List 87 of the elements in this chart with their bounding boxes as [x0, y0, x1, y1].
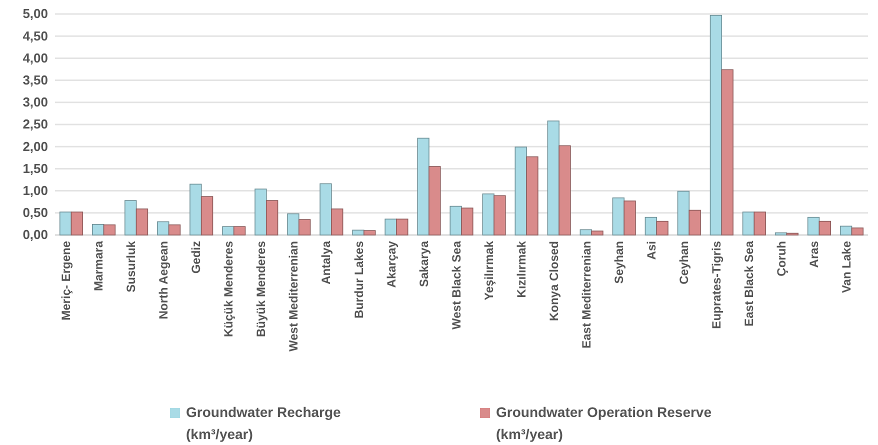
bar: [774, 232, 788, 236]
bar: [190, 184, 202, 236]
bar: [461, 208, 474, 236]
bar: [168, 224, 181, 236]
bar: [656, 220, 668, 236]
x-tick-label: Sakarya: [416, 240, 431, 288]
bar: [200, 196, 214, 236]
bar: [254, 188, 267, 236]
bar: [721, 69, 734, 236]
y-tick-label: 4,50: [22, 28, 48, 44]
x-tick-label: West Black Sea: [449, 240, 464, 330]
bar: [320, 183, 332, 236]
x-tick-label: Meriç- Ergene: [59, 240, 74, 320]
x-tick-label: Aras: [807, 240, 822, 268]
bar: [384, 218, 397, 236]
x-tick-label: Asi: [644, 241, 658, 260]
bar: [103, 224, 116, 236]
bar: [136, 208, 148, 236]
y-tick-label: 5,00: [22, 6, 48, 22]
bar: [580, 229, 592, 236]
bar: [157, 221, 170, 236]
bar: [417, 138, 430, 236]
bar: [428, 166, 441, 236]
bar: [450, 206, 462, 236]
y-tick-label: 3,50: [22, 72, 48, 88]
bar: [298, 219, 311, 236]
bar: [754, 212, 766, 236]
x-tick-label: Van Lake: [840, 240, 854, 294]
bar: [612, 197, 624, 236]
legend-label: Groundwater Recharge (km³/year): [186, 404, 342, 442]
bar: [624, 200, 636, 236]
y-tick-label: 2,00: [22, 138, 48, 154]
bar: [124, 200, 137, 236]
x-tick-label: West Mediterrenian: [286, 241, 301, 352]
bar: [233, 226, 246, 236]
bar: [70, 212, 84, 236]
bar: [331, 208, 344, 236]
bar: [547, 120, 560, 236]
x-tick-label: Akarçay: [384, 240, 398, 288]
y-tick-label: 1,00: [22, 182, 48, 198]
x-tick-label: Susurluk: [124, 240, 138, 292]
x-tick-label: Ceyhan: [676, 241, 691, 284]
legend-label: Groundwater Operation Reserve (km³/year): [496, 404, 712, 442]
bar: [514, 146, 527, 236]
bar: [688, 210, 701, 236]
x-tick-label: North Aegean: [156, 241, 171, 320]
y-tick-label: 1,50: [22, 160, 48, 176]
x-tick-label: Antalya: [319, 240, 334, 284]
y-tick-label: 4,00: [22, 50, 48, 66]
bar: [591, 230, 604, 236]
x-tick-label: East Mediterrenian: [579, 241, 594, 348]
x-tick-label: Seyhan: [612, 241, 626, 284]
bar: [677, 190, 690, 236]
x-tick-label: Burdur Lakes: [352, 240, 366, 318]
bar: [396, 218, 408, 236]
x-tick-label: Yeşilırmak: [482, 240, 496, 300]
bar: [364, 230, 376, 236]
x-tick-label: Marmara: [92, 240, 106, 292]
bar: [644, 216, 658, 236]
bar: [851, 228, 864, 236]
bar: [352, 230, 364, 236]
y-tick-label: 0,00: [22, 227, 48, 242]
x-tick-label: Kızılırmak: [514, 240, 528, 298]
bar: [494, 195, 506, 236]
bar: [526, 156, 538, 236]
y-tick-label: 3,00: [22, 94, 48, 110]
bar: [742, 212, 755, 236]
bar: [710, 14, 722, 236]
bar: [482, 193, 494, 236]
bar: [807, 216, 820, 236]
x-tick-label: Küçük Menderes: [222, 240, 236, 338]
x-tick-label: East Black Sea: [742, 240, 756, 326]
x-tick-label: Konya Closed: [546, 241, 561, 322]
bar: [287, 213, 300, 236]
x-tick-label: Büyük Menderes: [254, 240, 268, 338]
bar: [59, 212, 72, 236]
bar: [840, 226, 852, 236]
bar: [558, 145, 571, 236]
x-tick-label: Gediz: [189, 241, 204, 274]
bar: [266, 200, 278, 236]
x-tick-label: Euprates-Tigris: [709, 240, 724, 329]
bar: [818, 220, 831, 236]
bar: [222, 226, 234, 236]
y-tick-label: 0,50: [22, 205, 48, 220]
x-tick-label: Çoruh: [774, 241, 788, 276]
bar: [92, 224, 104, 236]
y-tick-label: 2,50: [22, 116, 48, 132]
